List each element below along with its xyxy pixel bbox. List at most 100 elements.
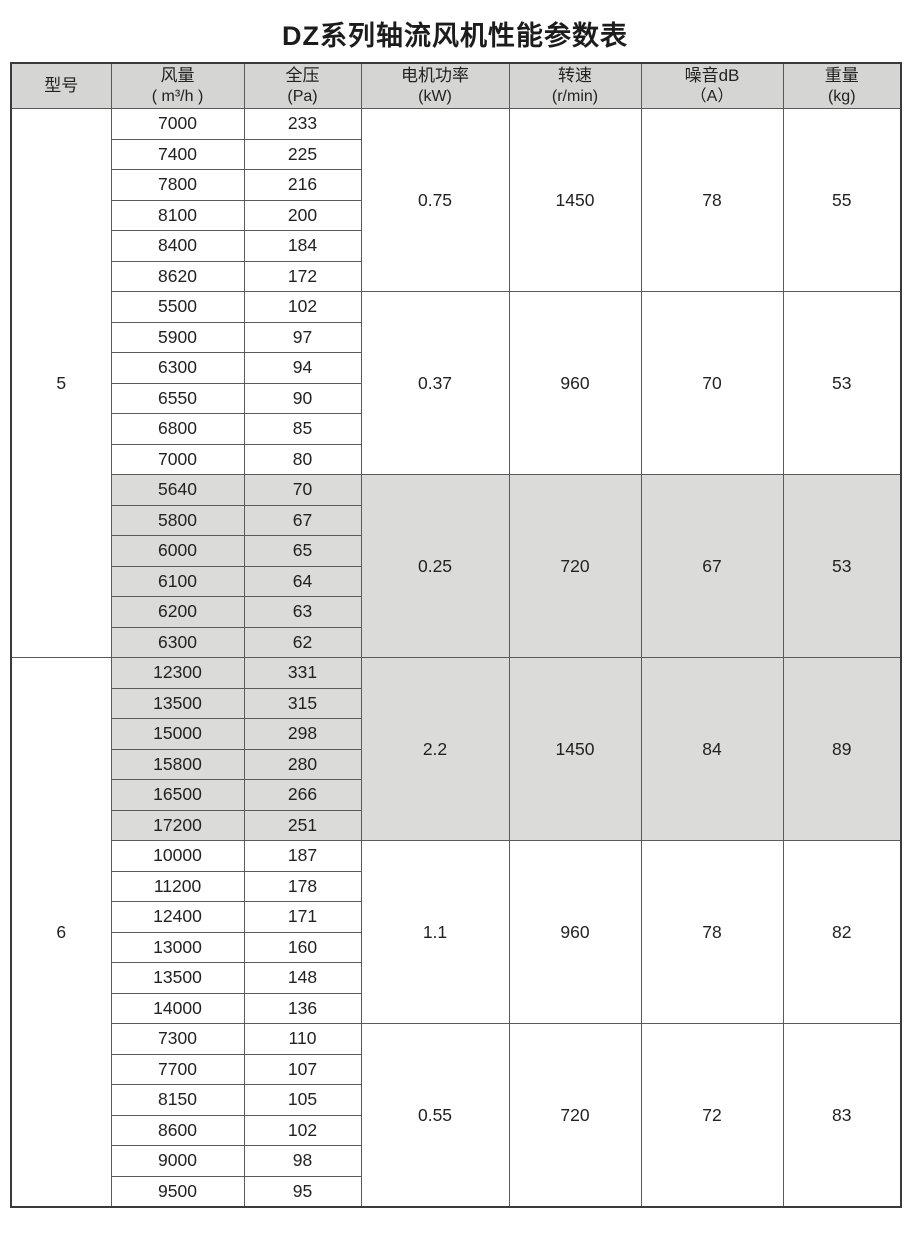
power-cell: 0.55 [360, 1023, 510, 1208]
table-row: 8620 172 [11, 260, 901, 292]
table-header: 型号 风量( m³/h ) 全压 (Pa) 电机功率 (kW) 转速 (r/min) 噪音dB （… [10, 62, 902, 109]
table-row: 14000 136 [11, 992, 901, 1024]
pressure-cell: 200 [243, 199, 362, 231]
col-header-label: 重量 [824, 66, 859, 86]
power-cell: 1.1 [360, 840, 510, 1024]
page-title: DZ系列轴流风机性能参数表 [282, 21, 628, 51]
airflow-cell: 6300 [110, 352, 245, 384]
table-row: 6550 90 [11, 382, 901, 414]
table-row: 5 7000 233 0.75 1450 78 55 [10, 108, 902, 658]
pressure-cell: 216 [243, 169, 362, 201]
airflow-cell: 9500 [110, 1175, 245, 1208]
speed-cell: 1450 [508, 657, 642, 841]
pressure-cell: 65 [243, 535, 362, 567]
table-row: 7000 80 [11, 443, 901, 475]
airflow-cell: 7700 [110, 1053, 245, 1085]
pressure-cell: 233 [243, 108, 362, 140]
airflow-cell: 12300 [110, 657, 245, 689]
power-cell: 0.37 [360, 291, 510, 475]
pressure-cell: 63 [243, 596, 362, 628]
pressure-cell: 102 [243, 1114, 362, 1146]
col-header-label: 转速 [558, 66, 592, 86]
airflow-cell: 6800 [110, 413, 245, 445]
airflow-cell: 11200 [110, 870, 245, 902]
col-header-label: 风量 [160, 66, 195, 86]
col-header-unit: (r/min) [551, 87, 599, 105]
noise-cell: 78 [640, 108, 784, 292]
table-row: 7700 107 [11, 1053, 901, 1085]
airflow-cell: 15800 [110, 748, 245, 780]
airflow-cell: 5640 [110, 474, 245, 506]
power-cell: 0.75 [360, 108, 510, 292]
pressure-cell: 148 [243, 962, 362, 994]
col-header-label: 全压 [285, 66, 320, 86]
airflow-cell: 8150 [110, 1084, 245, 1116]
pressure-cell: 105 [243, 1084, 362, 1116]
noise-cell: 67 [640, 474, 784, 658]
pressure-cell: 184 [243, 230, 362, 262]
col-header-weight: 重量 (kg) [782, 62, 902, 109]
pressure-cell: 110 [243, 1023, 362, 1055]
pressure-cell: 315 [243, 687, 362, 719]
col-header-unit: （A） [690, 87, 734, 105]
table-row: 10000 187 1.1 960 78 82 [11, 840, 902, 1024]
airflow-cell: 17200 [110, 809, 245, 841]
col-header-pressure: 全压 (Pa) [243, 62, 362, 109]
pressure-cell: 70 [243, 474, 362, 506]
airflow-cell: 7800 [110, 169, 245, 201]
table-row: 11200 178 [11, 870, 901, 902]
noise-cell: 84 [640, 657, 784, 841]
airflow-cell: 16500 [110, 779, 245, 811]
airflow-cell: 6200 [110, 596, 245, 628]
pressure-cell: 266 [243, 779, 362, 811]
noise-cell: 78 [640, 840, 784, 1024]
weight-cell: 55 [782, 108, 902, 292]
speed-cell: 720 [508, 474, 642, 658]
airflow-cell: 15000 [110, 718, 245, 750]
airflow-cell: 6100 [110, 565, 245, 597]
pressure-cell: 178 [243, 870, 362, 902]
pressure-cell: 107 [243, 1053, 362, 1085]
col-header-label: 噪音dB [684, 66, 740, 86]
speed-cell: 1450 [508, 108, 642, 292]
spec-table: 型号 风量( m³/h ) 全压 (Pa) 电机功率 (kW) 转速 (r/min) 噪音dB （… [10, 62, 902, 1208]
table-row: 13000 160 [11, 931, 901, 963]
pressure-cell: 97 [243, 321, 362, 353]
speed-cell: 960 [508, 840, 642, 1024]
noise-cell: 70 [640, 291, 784, 475]
pressure-cell: 251 [243, 809, 362, 841]
weight-cell: 89 [782, 657, 902, 841]
table-body: 5 7000 233 0.75 1450 78 55 7400 225 7800 216 8100 20… [10, 108, 902, 1208]
airflow-cell: 12400 [110, 901, 245, 933]
col-header-airflow: 风量( m³/h ) [110, 62, 245, 109]
table-row: 6000 65 [11, 535, 901, 567]
pressure-cell: 225 [243, 138, 362, 170]
table-row: 8150 105 [11, 1084, 901, 1116]
pressure-cell: 102 [243, 291, 362, 323]
airflow-cell: 8400 [110, 230, 245, 262]
noise-cell: 72 [640, 1023, 784, 1208]
pressure-cell: 85 [243, 413, 362, 445]
table-row: 6 12300 331 2.2 1450 84 89 [10, 657, 902, 1208]
col-header-noise: 噪音dB （A） [640, 62, 784, 109]
airflow-cell: 8620 [110, 260, 245, 292]
col-header-unit: (kW) [418, 87, 452, 105]
col-header-label: 电机功率 [401, 66, 469, 86]
table-row: 5900 97 [11, 321, 901, 353]
table-row: 5640 70 0.25 720 67 53 [11, 474, 902, 658]
pressure-cell: 67 [243, 504, 362, 536]
airflow-cell: 5800 [110, 504, 245, 536]
col-header-label: 型号 [44, 76, 79, 96]
col-header-unit: (Pa) [287, 87, 318, 105]
airflow-cell: 5500 [110, 291, 245, 323]
pressure-cell: 160 [243, 931, 362, 963]
power-cell: 2.2 [360, 657, 510, 841]
airflow-cell: 13500 [110, 962, 245, 994]
pressure-cell: 136 [243, 992, 362, 1024]
airflow-cell: 7400 [110, 138, 245, 170]
airflow-cell: 14000 [110, 992, 245, 1024]
weight-cell: 53 [782, 474, 902, 658]
pressure-cell: 90 [243, 382, 362, 414]
airflow-cell: 6000 [110, 535, 245, 567]
